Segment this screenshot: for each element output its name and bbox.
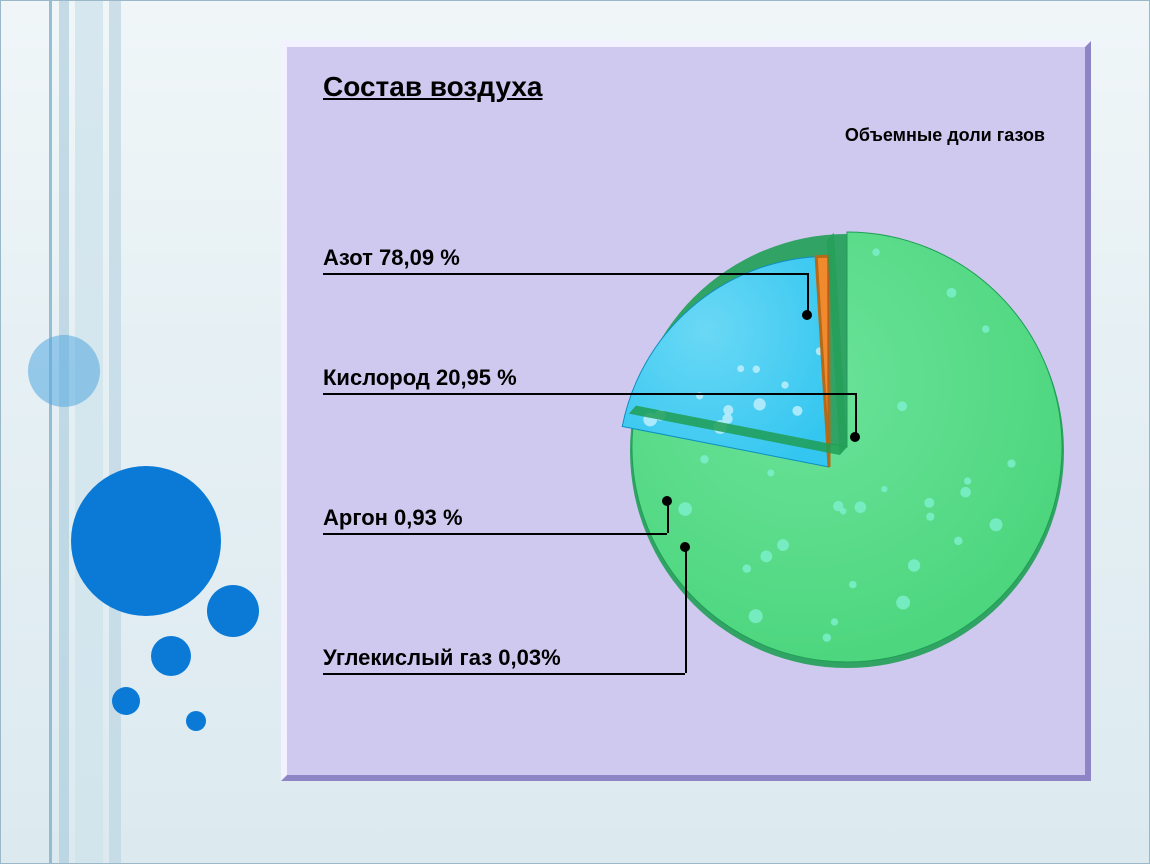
slide: Состав воздуха Объемные доли газов Азот … xyxy=(0,0,1150,864)
pie-svg xyxy=(612,212,1082,682)
slice-label-co2: Углекислый газ 0,03% xyxy=(323,645,561,671)
theme-stripe xyxy=(109,1,121,863)
leader-line xyxy=(323,533,467,535)
theme-bubble xyxy=(186,711,206,731)
leader-line xyxy=(323,673,565,675)
theme-stripe xyxy=(75,1,103,863)
leader-line xyxy=(464,273,807,275)
leader-dot xyxy=(662,496,672,506)
theme-bubble xyxy=(151,636,191,676)
leader-line xyxy=(807,273,809,315)
leader-line xyxy=(685,547,687,673)
leader-line xyxy=(855,393,857,437)
chart-title: Состав воздуха xyxy=(323,71,542,103)
theme-stripe xyxy=(49,1,52,863)
leader-dot xyxy=(802,310,812,320)
leader-line xyxy=(521,393,855,395)
leader-line xyxy=(565,673,685,675)
theme-stripe xyxy=(59,1,69,863)
slice-label-argon: Аргон 0,93 % xyxy=(323,505,463,531)
leader-dot xyxy=(680,542,690,552)
chart-subtitle: Объемные доли газов xyxy=(845,125,1045,146)
leader-line xyxy=(323,273,464,275)
slice-label-oxygen: Кислород 20,95 % xyxy=(323,365,517,391)
theme-bubble xyxy=(112,687,140,715)
leader-dot xyxy=(850,432,860,442)
pie-chart xyxy=(612,212,1082,687)
theme-bubble xyxy=(28,335,100,407)
theme-bubble xyxy=(207,585,259,637)
leader-line xyxy=(467,533,667,535)
chart-card: Состав воздуха Объемные доли газов Азот … xyxy=(281,41,1091,781)
slice-label-nitrogen: Азот 78,09 % xyxy=(323,245,460,271)
leader-line xyxy=(323,393,521,395)
theme-bubble xyxy=(71,466,221,616)
